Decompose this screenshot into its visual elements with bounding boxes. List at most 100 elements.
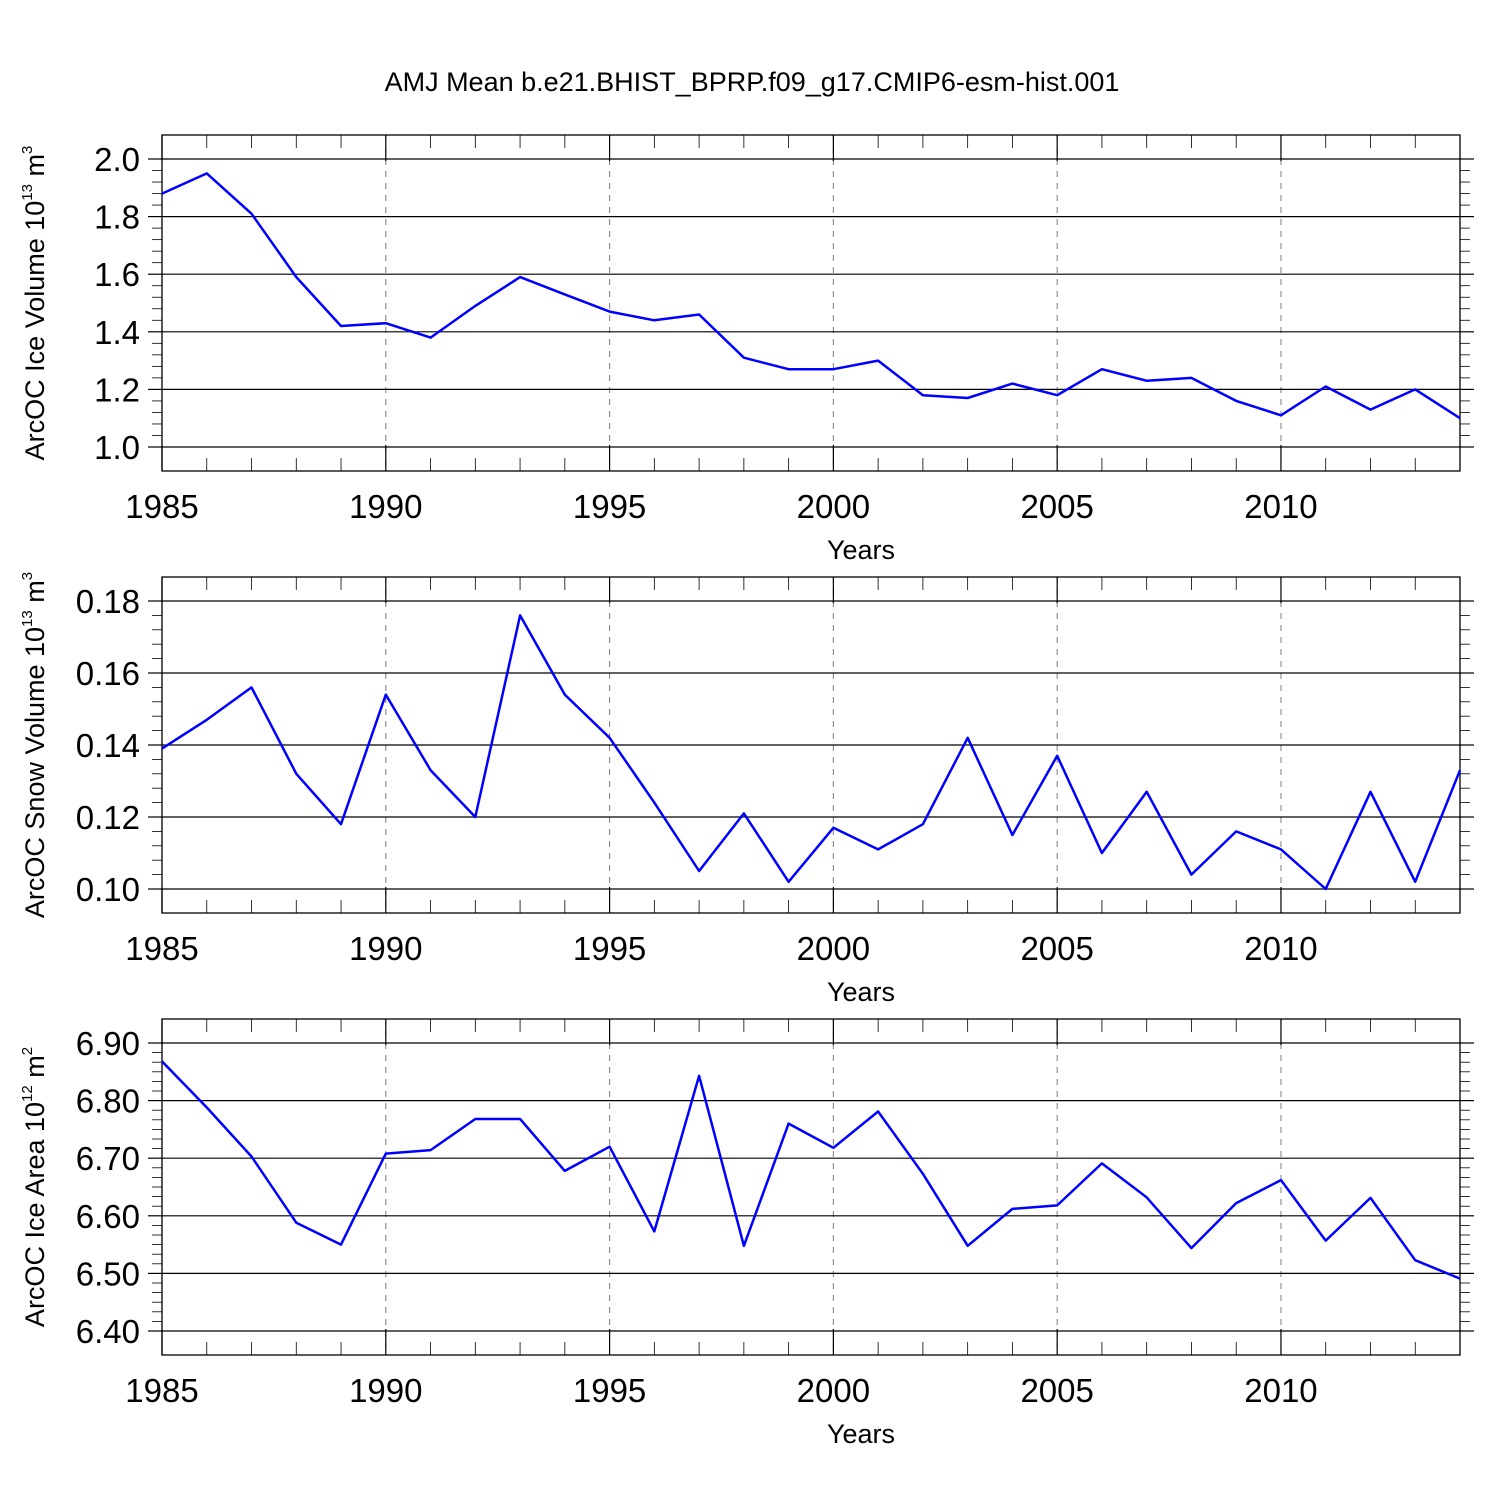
snow-volume-y-axis-label: ArcOC Snow Volume 1013 m3 <box>19 572 50 918</box>
ice-volume-data-point <box>473 304 477 308</box>
ice-volume-data-point <box>742 356 746 360</box>
ice-area-data-point <box>518 1117 522 1121</box>
ice-volume-data-point <box>1010 382 1014 386</box>
chart-title: AMJ Mean b.e21.BHIST_BPRP.f09_g17.CMIP6-… <box>385 67 1120 97</box>
ice-area-data-point <box>1279 1178 1283 1182</box>
ice-area-x-tick-label: 2010 <box>1244 1372 1317 1409</box>
ice-volume-data-point <box>652 318 656 322</box>
ice-area-series-line <box>161 1060 1461 1280</box>
snow-volume-data-point <box>1189 873 1193 877</box>
ice-volume-y-tick-label: 1.8 <box>94 199 140 236</box>
ice-volume-data-point <box>831 367 835 371</box>
ice-area-data-point <box>1010 1207 1014 1211</box>
ice-area-data-point <box>429 1148 433 1152</box>
ice-area-data-point <box>473 1117 477 1121</box>
snow-volume-data-point <box>697 869 701 873</box>
ice-area-y-tick-label: 6.80 <box>76 1083 140 1120</box>
snow-volume-x-axis-label: Years <box>827 977 895 1007</box>
ice-volume-series-line <box>161 172 1461 420</box>
snow-volume-y-tick-label: 0.10 <box>76 871 140 908</box>
ice-area-data-point <box>1458 1277 1462 1281</box>
ice-volume-y-tick-label: 2.0 <box>94 141 140 178</box>
snow-volume-data-point <box>1368 790 1372 794</box>
snow-volume-data-point <box>1458 768 1462 772</box>
snow-volume-data-point <box>1279 847 1283 851</box>
ice-area-y-tick-label: 6.70 <box>76 1140 140 1177</box>
ice-area-data-point <box>205 1106 209 1110</box>
ice-volume-data-point <box>1055 393 1059 397</box>
ice-area-data-point <box>921 1172 925 1176</box>
snow-volume-data-point <box>294 772 298 776</box>
ice-area-data-point <box>1189 1246 1193 1250</box>
snow-volume-data-point <box>1010 833 1014 837</box>
ice-volume-x-tick-label: 1990 <box>349 488 422 525</box>
snow-volume-data-point <box>1055 754 1059 758</box>
snow-volume-data-point <box>473 815 477 819</box>
ice-area-x-tick-label: 1995 <box>573 1372 646 1409</box>
snow-volume-data-point <box>384 693 388 697</box>
ice-area-data-point <box>160 1059 164 1063</box>
ice-area-data-point <box>1324 1239 1328 1243</box>
ice-volume-x-tick-label: 2000 <box>797 488 870 525</box>
snow-volume-data-point <box>652 801 656 805</box>
ice-area-data-point <box>563 1169 567 1173</box>
ice-volume-data-point <box>160 192 164 196</box>
snow-volume-x-tick-label: 1985 <box>125 930 198 967</box>
snow-volume-data-point <box>1324 887 1328 891</box>
snow-volume-data-point <box>921 822 925 826</box>
ice-volume-data-point <box>876 359 880 363</box>
snow-volume-plot-frame <box>161 576 1461 914</box>
snow-volume-x-tick-label: 1995 <box>573 930 646 967</box>
ice-volume-y-tick-label: 1.6 <box>94 256 140 293</box>
ice-area-x-tick-label: 1985 <box>125 1372 198 1409</box>
ice-area-panel: 6.40 6.50 6.60 6.70 6.80 6.90 1985 1990 1995 2000… <box>19 1018 1474 1449</box>
ice-area-data-point <box>250 1154 254 1158</box>
ice-volume-data-point <box>1324 385 1328 389</box>
snow-volume-x-tick-label: 2010 <box>1244 930 1317 967</box>
ice-area-y-tick-label: 6.50 <box>76 1255 140 1292</box>
ice-area-x-tick-label: 2005 <box>1020 1372 1093 1409</box>
ice-area-data-point <box>339 1243 343 1247</box>
ice-volume-data-point <box>339 324 343 328</box>
ice-area-x-axis-label: Years <box>827 1419 895 1449</box>
ice-area-plot-frame <box>161 1018 1461 1356</box>
ice-volume-data-point <box>697 313 701 317</box>
ice-volume-data-point <box>250 212 254 216</box>
ice-area-data-point <box>384 1152 388 1156</box>
ice-volume-x-tick-label: 2010 <box>1244 488 1317 525</box>
ice-volume-data-point <box>1189 376 1193 380</box>
snow-volume-data-point <box>876 847 880 851</box>
ice-area-data-point <box>1234 1201 1238 1205</box>
snow-volume-data-point <box>429 768 433 772</box>
snow-volume-data-point <box>250 685 254 689</box>
ice-volume-data-point <box>563 292 567 296</box>
ice-volume-data-point <box>429 336 433 340</box>
ice-volume-data-point <box>1100 367 1104 371</box>
snow-volume-data-point <box>966 736 970 740</box>
snow-volume-panel: 0.10 0.12 0.14 0.16 0.18 1985 1990 1995 2000 2005… <box>19 572 1474 1007</box>
ice-area-data-point <box>831 1146 835 1150</box>
ice-area-data-point <box>294 1221 298 1225</box>
ice-area-data-point <box>1100 1161 1104 1165</box>
ice-volume-x-tick-label: 2005 <box>1020 488 1093 525</box>
ice-volume-plot-frame <box>161 134 1461 472</box>
snow-volume-y-tick-label: 0.18 <box>76 583 140 620</box>
snow-volume-data-point <box>518 613 522 617</box>
snow-volume-data-point <box>563 693 567 697</box>
ice-volume-x-tick-label: 1985 <box>125 488 198 525</box>
ice-area-data-point <box>1145 1195 1149 1199</box>
snow-volume-data-point <box>1100 851 1104 855</box>
ice-area-y-tick-label: 6.90 <box>76 1025 140 1062</box>
snow-volume-data-point <box>1145 790 1149 794</box>
ice-area-data-point <box>652 1229 656 1233</box>
ice-area-data-point <box>787 1122 791 1126</box>
ice-volume-data-point <box>205 171 209 175</box>
snow-volume-y-tick-label: 0.16 <box>76 655 140 692</box>
snow-volume-y-tick-label: 0.12 <box>76 799 140 836</box>
ice-area-data-point <box>697 1074 701 1078</box>
ice-volume-data-point <box>1145 379 1149 383</box>
ice-volume-y-tick-label: 1.4 <box>94 314 140 351</box>
ice-area-data-point <box>966 1244 970 1248</box>
ice-volume-y-axis-label: ArcOC Ice Volume 1013 m3 <box>19 146 50 461</box>
snow-volume-data-point <box>205 718 209 722</box>
